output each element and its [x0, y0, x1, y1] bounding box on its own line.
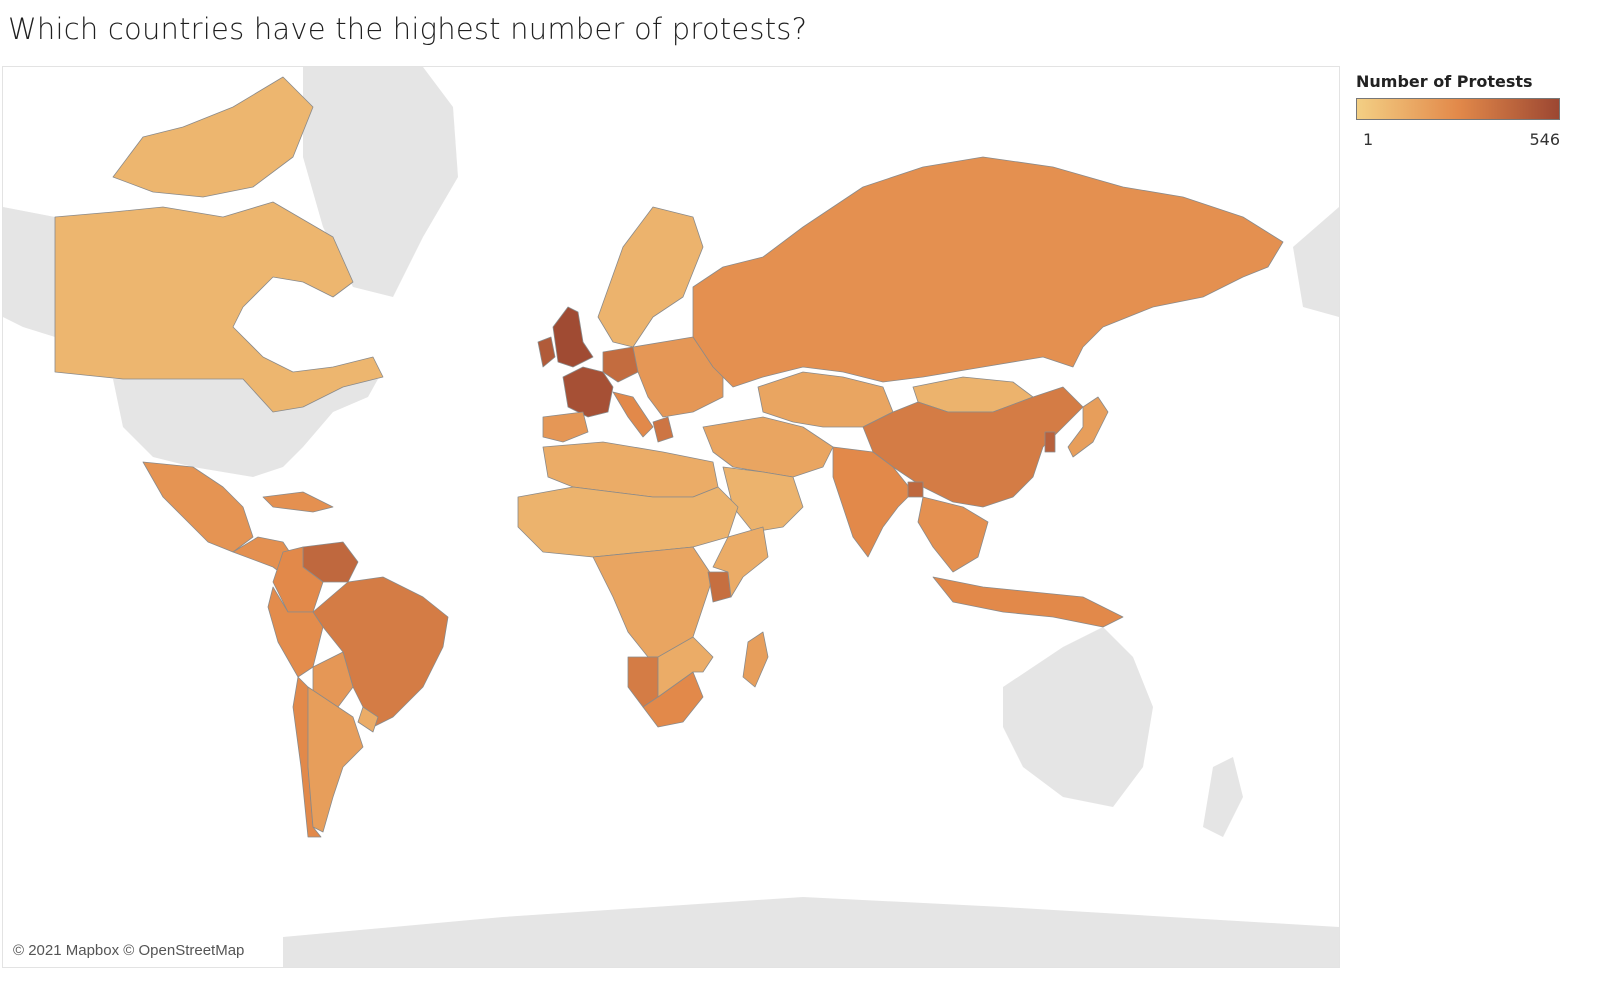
region-france[interactable]: [562, 366, 614, 418]
legend-title: Number of Protests: [1356, 72, 1533, 91]
region-argentina[interactable]: [307, 686, 364, 833]
region-kazakhstan[interactable]: [757, 371, 894, 428]
region-canada[interactable]: [54, 201, 384, 413]
map-view[interactable]: © 2021 Mapbox © OpenStreetMap: [2, 66, 1340, 968]
region-united-kingdom[interactable]: [552, 306, 594, 368]
region-scandinavia[interactable]: [597, 206, 704, 348]
region-alaska[interactable]: [3, 207, 55, 337]
region-saudi-arabia[interactable]: [722, 466, 804, 533]
legend-gradient-bar: [1356, 98, 1560, 120]
region-southern-africa[interactable]: [657, 636, 714, 698]
region-antarctica[interactable]: [283, 897, 1339, 967]
region-united-states[interactable]: [113, 379, 378, 477]
page-title: Which countries have the highest number …: [8, 12, 808, 46]
region-southeast-asia[interactable]: [917, 496, 989, 573]
region-italy[interactable]: [612, 391, 654, 438]
world-map[interactable]: [3, 67, 1339, 967]
region-far-east-russia[interactable]: [1293, 207, 1339, 317]
region-india[interactable]: [832, 446, 914, 558]
region-germany[interactable]: [602, 346, 639, 383]
region-new-zealand[interactable]: [1203, 757, 1243, 837]
no-data-land: [3, 67, 1339, 967]
region-spain[interactable]: [542, 411, 589, 443]
region-uruguay[interactable]: [357, 706, 379, 733]
region-sahel[interactable]: [517, 486, 739, 558]
countries-layer: [54, 76, 1284, 838]
map-attribution: © 2021 Mapbox © OpenStreetMap: [13, 942, 245, 959]
region-cuba[interactable]: [262, 491, 334, 513]
region-indonesia[interactable]: [932, 576, 1124, 628]
region-greenland[interactable]: [303, 67, 458, 297]
region-greece[interactable]: [652, 416, 674, 443]
region-east-africa[interactable]: [712, 526, 769, 598]
region-australia[interactable]: [1003, 627, 1153, 807]
legend-min-label: 1: [1363, 130, 1374, 149]
region-ireland[interactable]: [537, 336, 556, 368]
region-bangladesh[interactable]: [907, 481, 924, 498]
region-japan[interactable]: [1067, 396, 1109, 458]
legend-max-label: 546: [1529, 130, 1560, 149]
region-russia[interactable]: [692, 156, 1284, 388]
region-kenya[interactable]: [707, 571, 732, 603]
region-south-korea[interactable]: [1044, 431, 1056, 453]
color-legend: Number of Protests 1 546: [1356, 72, 1562, 149]
region-namibia[interactable]: [627, 656, 659, 708]
region-madagascar[interactable]: [742, 631, 769, 688]
region-mexico[interactable]: [142, 461, 254, 553]
region-middle-east[interactable]: [702, 416, 834, 478]
region-colombia[interactable]: [272, 546, 324, 613]
region-canada-arctic-islands[interactable]: [112, 76, 314, 198]
